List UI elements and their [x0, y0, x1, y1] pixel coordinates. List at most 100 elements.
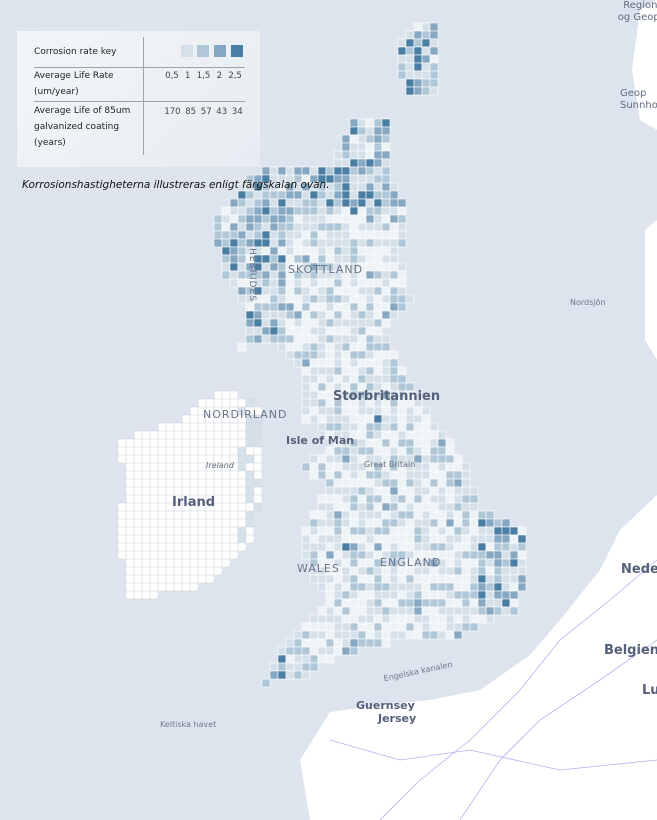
grid-cell	[301, 350, 311, 360]
grid-cell	[253, 318, 263, 328]
grid-cell	[293, 638, 303, 648]
grid-cell	[293, 214, 303, 224]
grid-cell	[381, 318, 391, 328]
label-keltiska-havet: Keltiska havet	[160, 720, 217, 729]
grid-cell	[317, 622, 327, 632]
grid-cell	[221, 486, 231, 496]
grid-cell	[325, 334, 335, 344]
grid-cell	[293, 334, 303, 344]
grid-cell	[461, 478, 471, 488]
grid-cell	[469, 502, 479, 512]
grid-cell	[485, 574, 495, 584]
grid-cell	[325, 598, 335, 608]
grid-cell	[445, 542, 455, 552]
grid-cell	[309, 654, 319, 664]
grid-cell	[277, 238, 287, 248]
grid-cell	[381, 334, 391, 344]
grid-cell	[365, 606, 375, 616]
grid-cell	[309, 190, 319, 200]
grid-cell	[365, 286, 375, 296]
grid-cell	[333, 214, 343, 224]
grid-cell	[349, 254, 359, 264]
grid-cell	[229, 470, 239, 480]
grid-cell	[373, 326, 383, 336]
grid-cell	[341, 206, 351, 216]
grid-cell	[317, 630, 327, 640]
grid-cell	[517, 526, 527, 536]
grid-cell	[261, 254, 271, 264]
grid-cell	[373, 414, 383, 424]
grid-cell	[453, 590, 463, 600]
grid-cell	[245, 478, 255, 488]
grid-cell	[317, 414, 327, 424]
grid-cell	[309, 550, 319, 560]
grid-cell	[165, 470, 175, 480]
grid-cell	[509, 582, 519, 592]
grid-cell	[349, 206, 359, 216]
grid-cell	[373, 198, 383, 208]
grid-cell	[341, 326, 351, 336]
grid-cell	[381, 638, 391, 648]
grid-cell	[445, 566, 455, 576]
grid-cell	[501, 526, 511, 536]
grid-cell	[357, 430, 367, 440]
grid-cell	[333, 526, 343, 536]
grid-cell	[357, 406, 367, 416]
grid-cell	[389, 630, 399, 640]
grid-cell	[341, 566, 351, 576]
grid-cell	[341, 238, 351, 248]
grid-cell	[349, 622, 359, 632]
grid-cell	[397, 38, 407, 48]
grid-cell	[277, 206, 287, 216]
grid-cell	[261, 310, 271, 320]
grid-cell	[373, 494, 383, 504]
grid-cell	[365, 334, 375, 344]
grid-cell	[349, 534, 359, 544]
grid-cell	[317, 222, 327, 232]
grid-cell	[477, 614, 487, 624]
grid-cell	[325, 454, 335, 464]
grid-cell	[245, 502, 255, 512]
grid-cell	[365, 262, 375, 272]
grid-cell	[253, 222, 263, 232]
grid-cell	[189, 422, 199, 432]
grid-cell	[301, 662, 311, 672]
grid-cell	[501, 582, 511, 592]
grid-cell	[293, 166, 303, 176]
grid-cell	[517, 558, 527, 568]
grid-cell	[397, 542, 407, 552]
grid-cell	[141, 510, 151, 520]
grid-cell	[509, 542, 519, 552]
grid-cell	[317, 246, 327, 256]
grid-cell	[349, 190, 359, 200]
grid-cell	[197, 470, 207, 480]
grid-cell	[397, 526, 407, 536]
grid-cell	[381, 470, 391, 480]
grid-cell	[325, 510, 335, 520]
grid-cell	[421, 494, 431, 504]
grid-cell	[341, 582, 351, 592]
grid-cell	[461, 590, 471, 600]
grid-cell	[373, 518, 383, 528]
grid-cell	[365, 118, 375, 128]
grid-cell	[317, 398, 327, 408]
grid-cell	[221, 214, 231, 224]
grid-cell	[389, 206, 399, 216]
grid-cell	[149, 438, 159, 448]
grid-cell	[269, 302, 279, 312]
grid-cell	[293, 310, 303, 320]
grid-cell	[325, 614, 335, 624]
grid-cell	[389, 446, 399, 456]
grid-cell	[317, 518, 327, 528]
grid-cell	[413, 502, 423, 512]
grid-cell	[157, 446, 167, 456]
grid-cell	[357, 174, 367, 184]
grid-cell	[157, 518, 167, 528]
grid-cell	[493, 558, 503, 568]
grid-cell	[325, 486, 335, 496]
grid-cell	[221, 526, 231, 536]
grid-cell	[149, 462, 159, 472]
grid-cell	[325, 502, 335, 512]
grid-cell	[389, 254, 399, 264]
